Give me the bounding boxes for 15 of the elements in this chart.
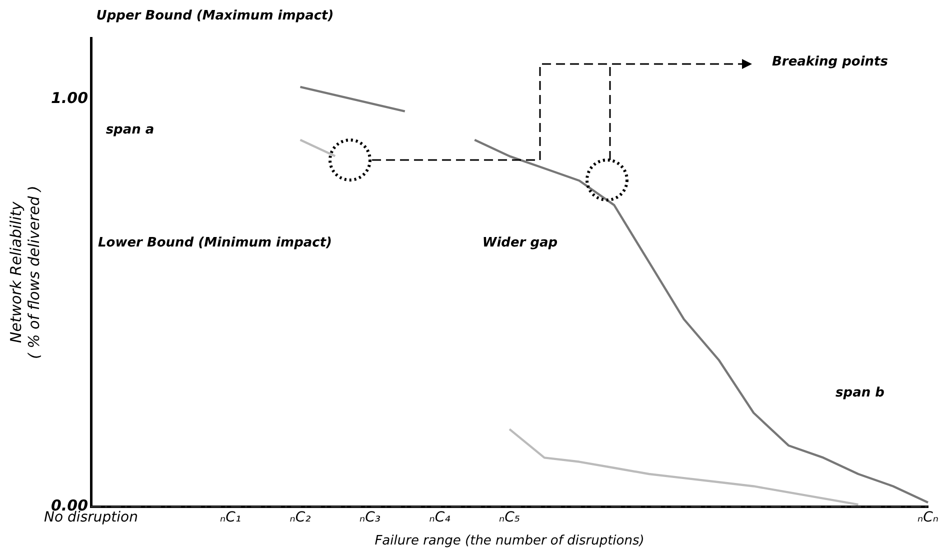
annotation: Breaking points	[772, 54, 888, 70]
x-axis-title: Failure range (the number of disruptions)	[374, 534, 644, 549]
x-tick-label: ₙC₅	[499, 510, 520, 526]
annotation: Wider gap	[482, 235, 558, 250]
x-tick-label: ₙC₄	[429, 510, 451, 526]
text: Upper Bound (Maximum impact)	[96, 8, 334, 24]
y-axis-title: Network Reliability ( % of flows delivered )	[6, 186, 43, 359]
x-tick-label: ₙCₙ	[918, 510, 939, 526]
x-tick-label: ₙC₂	[290, 510, 312, 526]
x-tick-label: ₙC₁	[220, 510, 241, 526]
annotation: span a	[106, 122, 154, 138]
annotation: span b	[836, 385, 884, 400]
x-tick-label: ₙC₃	[360, 510, 381, 526]
y-tick-label: 1.00	[50, 89, 88, 108]
annotation: Lower Bound (Minimum impact)	[98, 235, 332, 250]
